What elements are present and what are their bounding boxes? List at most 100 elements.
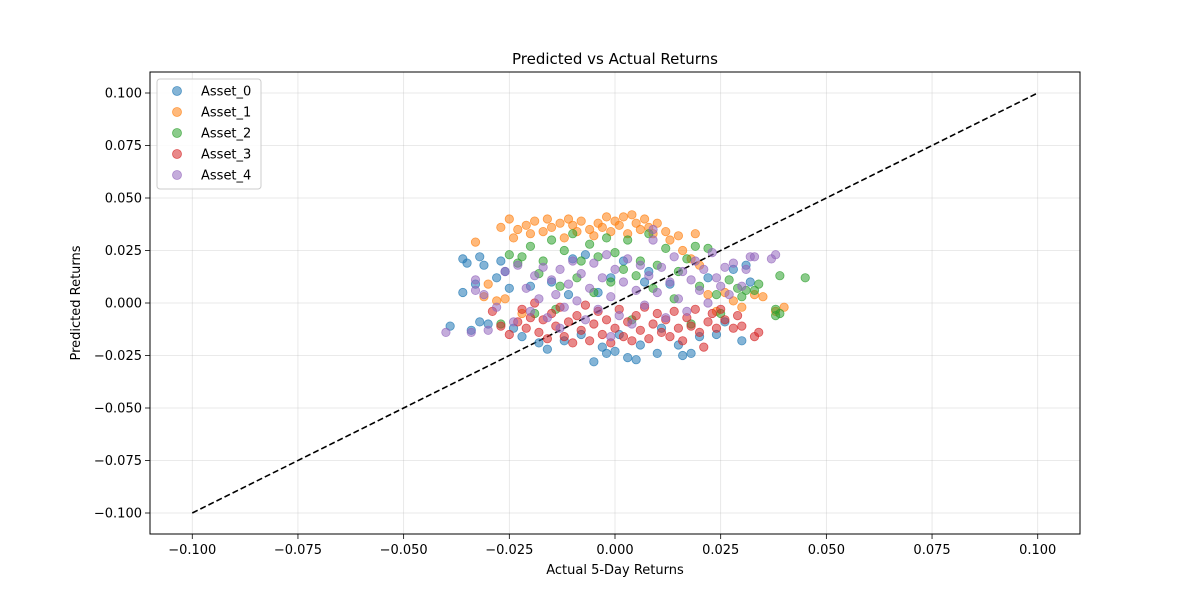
- data-point: [508, 233, 519, 243]
- data-point: [652, 287, 662, 298]
- data-point: [631, 310, 641, 321]
- data-point: [538, 262, 548, 272]
- data-point: [576, 325, 586, 335]
- legend-label: Asset_2: [201, 127, 251, 142]
- data-point: [606, 227, 616, 237]
- data-point: [525, 229, 536, 239]
- data-point: [665, 331, 675, 342]
- data-point: [703, 273, 713, 283]
- data-point: [593, 304, 603, 314]
- y-tick-label: −0.050: [94, 402, 142, 417]
- legend-label: Asset_0: [201, 85, 251, 100]
- data-point: [724, 289, 734, 300]
- data-point: [601, 250, 612, 260]
- data-point: [555, 264, 565, 274]
- data-point: [728, 296, 738, 306]
- y-tick-label: 0.050: [105, 192, 142, 207]
- data-point: [470, 237, 481, 247]
- data-point: [563, 279, 574, 289]
- data-point: [525, 241, 536, 251]
- data-point: [483, 325, 493, 335]
- data-point: [631, 285, 641, 295]
- data-point: [720, 262, 730, 272]
- reference-line-layer: [191, 92, 1039, 514]
- data-point: [470, 285, 481, 295]
- data-point: [517, 304, 527, 314]
- data-point: [542, 334, 552, 344]
- data-point: [728, 323, 738, 333]
- y-tick-label: 0.000: [105, 297, 142, 312]
- data-point: [694, 327, 705, 337]
- y-tick-label: 0.100: [105, 87, 142, 102]
- data-point: [563, 289, 574, 300]
- data-point: [618, 212, 629, 222]
- data-point: [656, 327, 667, 337]
- data-point: [534, 338, 544, 348]
- data-point: [610, 346, 620, 356]
- x-tick-label: −0.050: [380, 543, 428, 558]
- data-point: [601, 212, 612, 222]
- data-point: [492, 273, 502, 283]
- data-point: [754, 327, 764, 337]
- data-point: [504, 250, 514, 260]
- data-point: [601, 348, 612, 358]
- data-point: [542, 344, 552, 354]
- data-point: [699, 342, 709, 352]
- y-axis-title: Predicted Returns: [69, 245, 84, 360]
- data-point: [682, 254, 692, 264]
- data-point: [508, 317, 519, 327]
- reference-line: [191, 92, 1039, 514]
- data-point: [673, 231, 684, 241]
- data-point: [530, 216, 540, 226]
- data-point: [517, 331, 527, 342]
- legend-marker: [172, 128, 182, 138]
- legend-marker: [172, 149, 182, 159]
- data-point: [597, 222, 607, 232]
- data-point: [686, 321, 696, 331]
- data-point: [496, 321, 506, 331]
- data-point: [568, 256, 578, 266]
- data-point: [711, 273, 722, 283]
- data-point: [555, 281, 565, 291]
- data-point: [525, 306, 536, 316]
- data-point: [673, 294, 684, 304]
- data-point: [754, 279, 764, 289]
- data-point: [610, 323, 620, 333]
- legend-label: Asset_1: [201, 106, 251, 121]
- data-point: [669, 306, 679, 316]
- data-point: [597, 329, 607, 340]
- data-point: [585, 336, 595, 346]
- data-point: [504, 214, 514, 224]
- data-point: [716, 304, 726, 314]
- data-point: [749, 285, 760, 295]
- x-tick-label: −0.025: [485, 543, 533, 558]
- y-tick-label: 0.025: [105, 244, 142, 259]
- data-point: [652, 348, 662, 358]
- data-point: [694, 285, 705, 295]
- data-point: [559, 302, 569, 312]
- x-axis: −0.100 −0.075 −0.050 −0.025 0.000 0.025 0.050 0…: [168, 534, 1056, 558]
- data-point: [475, 317, 485, 327]
- data-point: [597, 342, 607, 352]
- data-point: [614, 310, 624, 321]
- data-point: [737, 302, 747, 312]
- data-point: [589, 357, 599, 367]
- data-point: [593, 252, 603, 262]
- data-point: [678, 266, 688, 277]
- y-tick-label: −0.075: [94, 454, 142, 469]
- data-point: [589, 319, 599, 329]
- x-tick-label: −0.100: [168, 543, 216, 558]
- data-point: [597, 273, 607, 283]
- data-point: [678, 350, 688, 361]
- data-point: [589, 258, 599, 268]
- y-axis: −0.100 −0.075 −0.050 −0.025 0.000 0.025 0.050 0…: [94, 87, 150, 522]
- data-point: [648, 224, 658, 235]
- data-point: [534, 327, 544, 337]
- data-point: [610, 264, 620, 274]
- data-point: [627, 319, 637, 329]
- data-point: [631, 271, 641, 281]
- x-tick-label: 0.000: [596, 543, 633, 558]
- data-point: [601, 315, 612, 325]
- data-point: [546, 235, 557, 245]
